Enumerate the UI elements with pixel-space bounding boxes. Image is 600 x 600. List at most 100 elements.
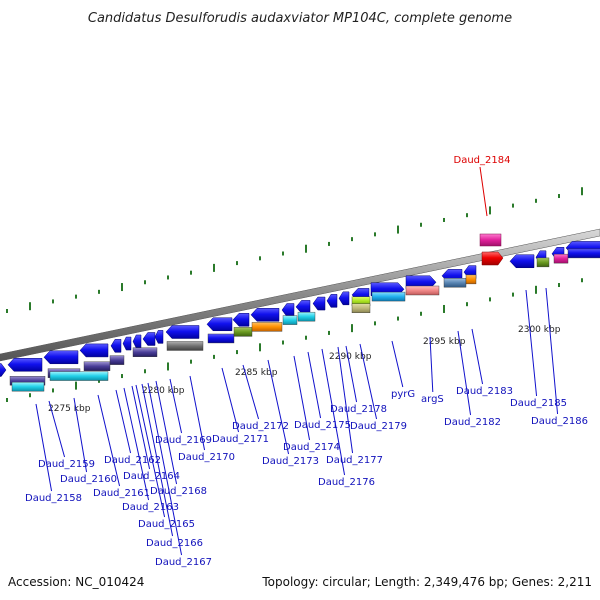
feature-bar [405,285,440,296]
gene-arrow[interactable] [165,325,200,339]
gene-arrow[interactable] [154,330,164,344]
gene-leader-daud-2185 [525,289,538,397]
gene-leader-daud-2162 [115,389,132,454]
gene-arrow[interactable] [232,313,250,327]
gene-arrow[interactable] [312,296,326,311]
feature-bar [233,327,253,337]
gene-label-daud-2160[interactable]: Daud_2160 [60,474,117,485]
gene-label-daud-2164[interactable]: Daud_2164 [123,471,180,482]
gene-arrow[interactable] [0,363,7,377]
gene-leader-daud-2175 [307,351,322,419]
feature-bar [371,291,406,302]
feature-bar [207,333,235,344]
feature-bar [132,347,158,357]
gene-label-daud-2174[interactable]: Daud_2174 [283,442,340,453]
gene-label-daud-2165[interactable]: Daud_2165 [138,519,195,530]
gene-label-daud-2166[interactable]: Daud_2166 [146,538,203,549]
gene-label-daud-2167[interactable]: Daud_2167 [155,557,212,568]
feature-bar [297,311,316,322]
gene-arrow[interactable] [122,336,132,351]
gene-label-daud-2177[interactable]: Daud_2177 [326,455,383,466]
gene-label-daud-2173[interactable]: Daud_2173 [262,456,319,467]
gene-arrow[interactable] [326,294,338,308]
gene-arrow[interactable] [338,291,350,306]
gene-arrow-track [0,241,600,377]
scale-label-2300: 2300 kbp [518,325,561,335]
feature-bar [536,257,550,268]
highlight-gene-pink-bar [479,233,502,247]
gene-label-daud-2183[interactable]: Daud_2183 [456,386,513,397]
gene-leader-daud-2178 [345,345,358,403]
gene-label-daud-2172[interactable]: Daud_2172 [232,421,289,432]
feature-bar [49,371,109,381]
feature-bar [109,355,125,365]
gene-label-daud-2170[interactable]: Daud_2170 [178,452,235,463]
gene-leader-daud-2176 [321,348,346,476]
topology-text: Topology: circular; Length: 2,349,476 bp… [261,575,592,589]
gene-label-daud-2163[interactable]: Daud_2163 [122,502,179,513]
gene-leader-daud-2186 [545,287,559,415]
gene-label-daud-2179[interactable]: Daud_2179 [350,421,407,432]
gene-label-daud-2176[interactable]: Daud_2176 [318,477,375,488]
gene-arrow[interactable] [250,308,280,322]
gene-leader-daud-2172 [242,364,260,420]
feature-bar [11,381,45,392]
gene-leader-daud-2168 [155,380,178,485]
feature-bar [553,253,569,264]
scale-labels: 2275 kbp 2280 kbp 2285 kbp 2290 kbp 2295… [48,325,561,414]
gene-label-daud-2168[interactable]: Daud_2168 [150,486,207,497]
gene-leader-daud-2182 [457,330,472,416]
gene-arrow[interactable] [295,300,311,314]
gene-label-daud-2171[interactable]: Daud_2171 [212,434,269,445]
scale-label-2290: 2290 kbp [329,352,372,362]
scale-label-2295: 2295 kbp [423,337,466,347]
gene-leader-daud-2164 [131,385,151,470]
gene-label-daud-2175[interactable]: Daud_2175 [294,420,351,431]
gene-leader-daud-2158 [35,403,53,492]
feature-bar [351,303,371,314]
feature-bar [166,341,204,351]
gene-arrow[interactable] [43,350,79,365]
gene-leader-daud-2160 [73,397,88,473]
feature-bar-track [9,248,600,392]
upper-tick-row [6,187,583,313]
gene-label-daud-2169[interactable]: Daud_2169 [155,435,212,446]
gene-arrow[interactable] [509,254,535,269]
feature-bar [567,248,600,259]
gene-arrow[interactable] [281,303,295,317]
gene-leader-daud-2165 [135,384,166,518]
gene-label-daud-2159[interactable]: Daud_2159 [38,459,95,470]
gene-arrow[interactable] [132,334,142,349]
gene-leader-daud-2169 [169,378,183,434]
gene-leader-daud-2159 [48,400,66,458]
scale-label-2275: 2275 kbp [48,404,91,414]
gene-label-pyrg[interactable]: pyrG [391,389,415,400]
gene-leader-daud-2183 [471,328,484,385]
gene-arrow[interactable] [7,358,43,372]
gene-label-args[interactable]: argS [421,394,444,405]
gene-label-daud-2182[interactable]: Daud_2182 [444,417,501,428]
gene-label-daud-2161[interactable]: Daud_2161 [93,488,150,499]
accession-text: Accession: NC_010424 [8,575,144,589]
gene-label-daud-2158[interactable]: Daud_2158 [25,493,82,504]
gene-leader-daud-2167 [147,382,183,556]
gene-arrow[interactable] [206,317,233,332]
gene-leader-daud-2163 [123,387,150,501]
gene-leader-daud-2161 [97,394,121,487]
gene-label-daud-2186[interactable]: Daud_2186 [531,416,588,427]
scale-label-2285: 2285 kbp [235,368,278,378]
gene-label-daud-2178[interactable]: Daud_2178 [330,404,387,415]
gene-label-daud-2162[interactable]: Daud_2162 [104,455,161,466]
gene-leader-daud-2179 [359,343,378,420]
feature-bar [282,315,298,325]
gene-arrow[interactable] [79,343,109,358]
gene-arrow[interactable] [110,339,122,353]
scale-label-2280: 2280 kbp [142,386,185,396]
gene-arrow[interactable] [142,332,156,346]
gene-leader-daud-2173 [267,359,290,455]
highlight-gene-daud-2184[interactable]: Daud_2184 [454,155,511,266]
gene-label-daud-2185[interactable]: Daud_2185 [510,398,567,409]
feature-bar [465,274,477,285]
gene-leader-daud-2174 [293,355,311,441]
